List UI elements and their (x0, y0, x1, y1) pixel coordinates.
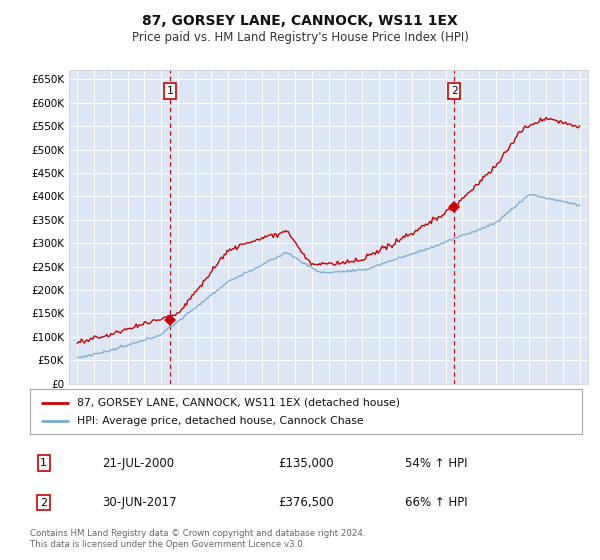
Text: 30-JUN-2017: 30-JUN-2017 (102, 496, 176, 509)
Text: 1: 1 (167, 86, 173, 96)
Text: Price paid vs. HM Land Registry's House Price Index (HPI): Price paid vs. HM Land Registry's House … (131, 31, 469, 44)
Text: HPI: Average price, detached house, Cannock Chase: HPI: Average price, detached house, Cann… (77, 417, 364, 427)
Text: 1: 1 (40, 458, 47, 468)
Text: 2: 2 (451, 86, 457, 96)
Text: 66% ↑ HPI: 66% ↑ HPI (406, 496, 468, 509)
Text: 2: 2 (40, 498, 47, 507)
Text: 21-JUL-2000: 21-JUL-2000 (102, 456, 174, 470)
Text: £376,500: £376,500 (278, 496, 334, 509)
Text: £135,000: £135,000 (278, 456, 334, 470)
Text: 87, GORSEY LANE, CANNOCK, WS11 1EX (detached house): 87, GORSEY LANE, CANNOCK, WS11 1EX (deta… (77, 398, 400, 408)
Text: 87, GORSEY LANE, CANNOCK, WS11 1EX: 87, GORSEY LANE, CANNOCK, WS11 1EX (142, 14, 458, 28)
Text: 54% ↑ HPI: 54% ↑ HPI (406, 456, 468, 470)
Text: Contains HM Land Registry data © Crown copyright and database right 2024.
This d: Contains HM Land Registry data © Crown c… (30, 529, 365, 549)
